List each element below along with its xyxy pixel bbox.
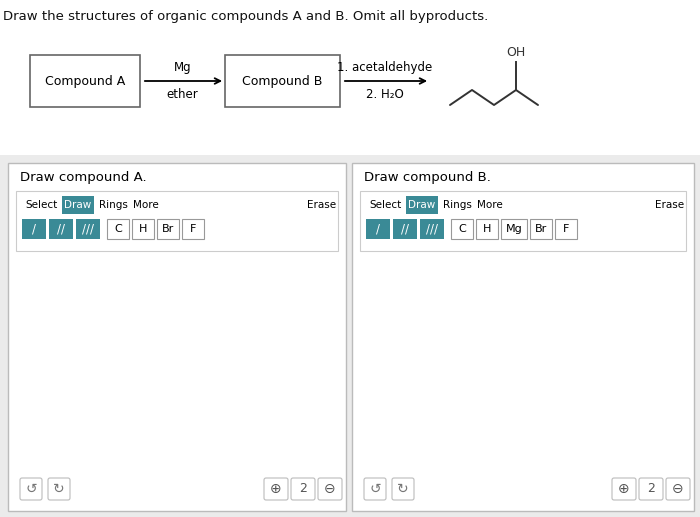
Text: ↻: ↻ (53, 482, 65, 496)
Text: F: F (190, 224, 196, 234)
Text: 1. acetaldehyde: 1. acetaldehyde (337, 62, 433, 74)
Text: ↻: ↻ (397, 482, 409, 496)
FancyBboxPatch shape (612, 478, 636, 500)
Text: Draw: Draw (64, 200, 92, 210)
Text: //: // (57, 222, 65, 236)
Bar (76, 219, 100, 239)
Bar (501, 219, 527, 239)
Text: Draw: Draw (408, 200, 435, 210)
Text: ⊖: ⊖ (324, 482, 336, 496)
Text: Draw compound A.: Draw compound A. (20, 171, 146, 184)
Bar (393, 219, 417, 239)
Bar (352, 163, 694, 511)
Bar (451, 219, 473, 239)
Bar (360, 191, 686, 251)
Text: /: / (376, 222, 380, 236)
Text: F: F (563, 224, 569, 234)
Text: Select: Select (25, 200, 57, 210)
Text: Draw compound B.: Draw compound B. (364, 171, 491, 184)
Bar (406, 196, 438, 214)
Bar (16, 191, 338, 251)
Text: Br: Br (162, 224, 174, 234)
Text: Erase: Erase (655, 200, 685, 210)
Text: Draw the structures of organic compounds A and B. Omit all byproducts.: Draw the structures of organic compounds… (3, 10, 489, 23)
Text: H: H (483, 224, 491, 234)
FancyBboxPatch shape (291, 478, 315, 500)
Text: 2. H₂O: 2. H₂O (366, 87, 404, 100)
Text: Rings: Rings (442, 200, 471, 210)
Bar (107, 219, 129, 239)
Text: More: More (133, 200, 159, 210)
Bar (366, 219, 390, 239)
Text: //: // (401, 222, 409, 236)
Bar (8, 163, 346, 511)
Text: ⊕: ⊕ (618, 482, 630, 496)
FancyBboxPatch shape (639, 478, 663, 500)
FancyBboxPatch shape (318, 478, 342, 500)
FancyBboxPatch shape (666, 478, 690, 500)
Bar (420, 219, 444, 239)
Text: H: H (139, 224, 147, 234)
Text: ⊕: ⊕ (270, 482, 282, 496)
Text: Select: Select (369, 200, 401, 210)
FancyBboxPatch shape (20, 478, 42, 500)
FancyBboxPatch shape (48, 478, 70, 500)
Bar (30, 55, 140, 107)
Bar (157, 219, 179, 239)
Text: Br: Br (535, 224, 547, 234)
Text: OH: OH (506, 45, 526, 58)
FancyBboxPatch shape (392, 478, 414, 500)
FancyBboxPatch shape (264, 478, 288, 500)
Bar (555, 219, 577, 239)
Text: Compound B: Compound B (242, 74, 323, 87)
Bar (0, 0, 700, 155)
Text: /: / (32, 222, 36, 236)
Text: 2: 2 (647, 482, 655, 495)
Text: Mg: Mg (174, 62, 191, 74)
Text: Compound A: Compound A (45, 74, 125, 87)
Bar (225, 55, 340, 107)
Text: Erase: Erase (307, 200, 337, 210)
Text: ⊖: ⊖ (672, 482, 684, 496)
Bar (49, 219, 73, 239)
Text: ↺: ↺ (25, 482, 37, 496)
Bar (182, 219, 204, 239)
Text: More: More (477, 200, 503, 210)
Text: Rings: Rings (99, 200, 127, 210)
Bar (530, 219, 552, 239)
Text: C: C (114, 224, 122, 234)
Bar (132, 219, 154, 239)
Bar (62, 196, 94, 214)
FancyBboxPatch shape (364, 478, 386, 500)
Text: C: C (458, 224, 466, 234)
Text: Mg: Mg (505, 224, 522, 234)
Bar (476, 219, 498, 239)
Text: ↺: ↺ (369, 482, 381, 496)
Bar (22, 219, 46, 239)
Text: ///: /// (82, 222, 94, 236)
Text: ether: ether (167, 87, 198, 100)
Text: ///: /// (426, 222, 438, 236)
Text: 2: 2 (299, 482, 307, 495)
